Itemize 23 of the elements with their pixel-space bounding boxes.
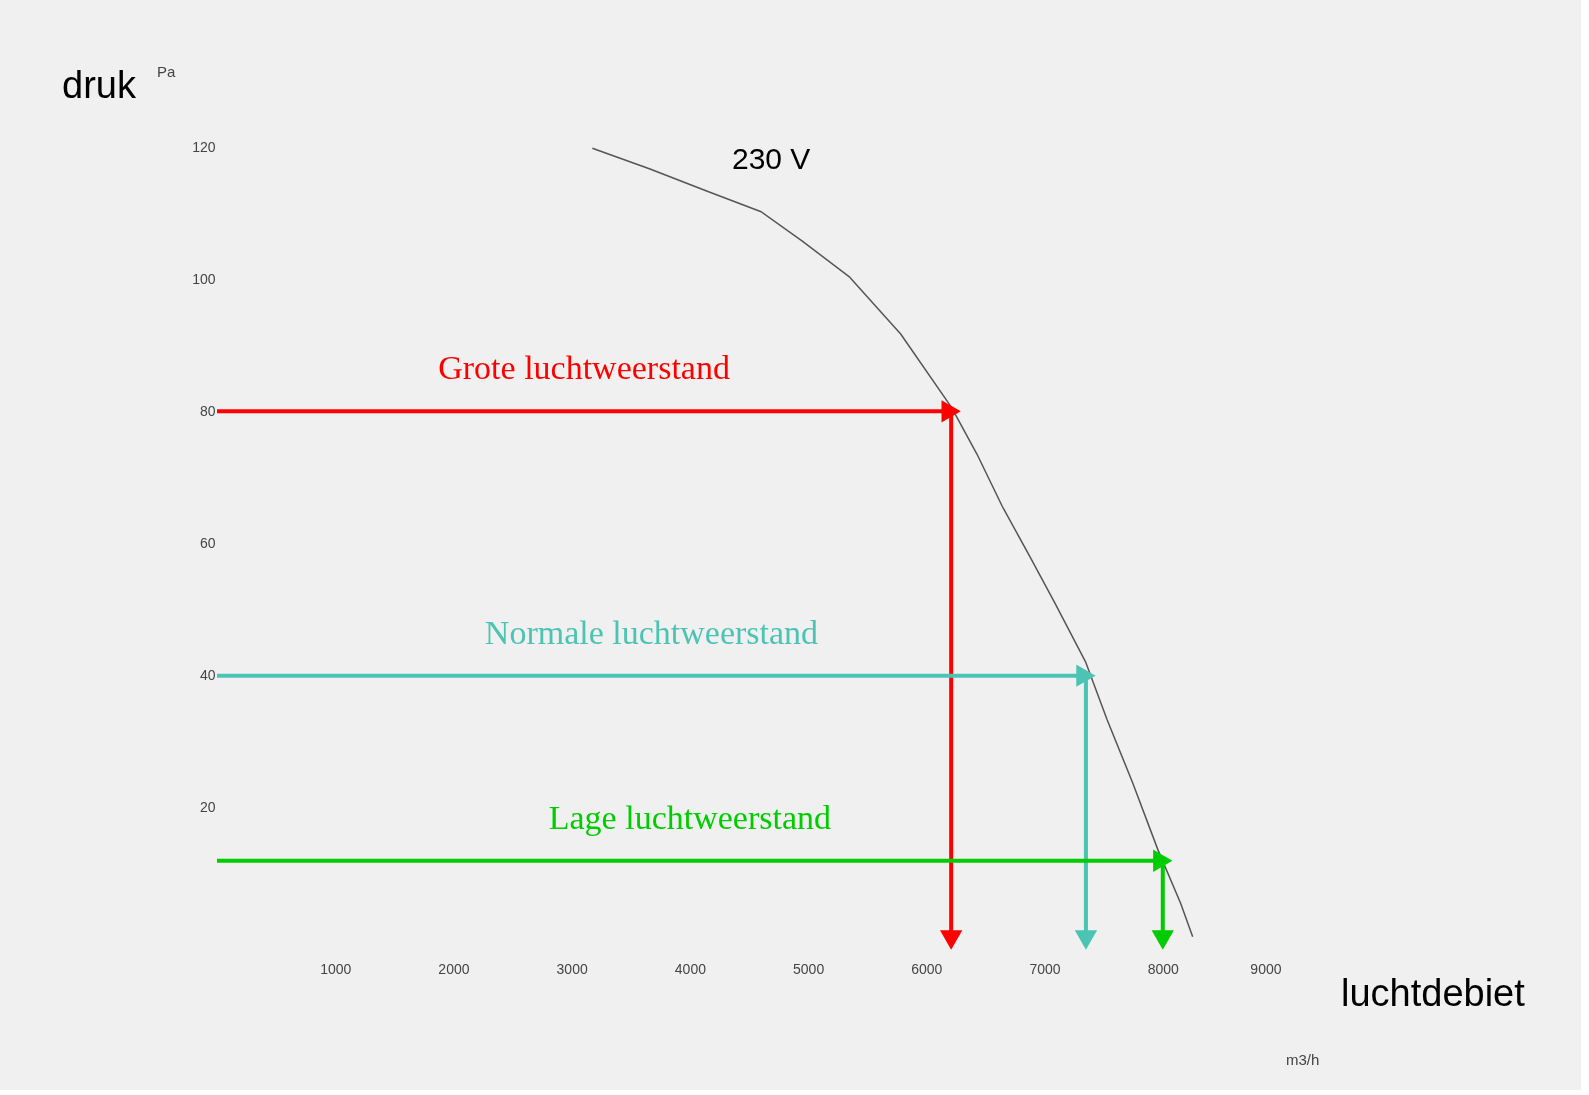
series-label: Grote luchtweerstand	[438, 349, 730, 387]
x-tick-label: 4000	[674, 960, 707, 977]
x-axis-title: m3/h	[1286, 1051, 1320, 1068]
x-tick-label: 9000	[1250, 960, 1282, 977]
x-tick-label: 8000	[1147, 960, 1180, 977]
x-tick-label: 5000	[793, 960, 825, 977]
x-tick-label: 3000	[556, 960, 588, 977]
x-tick-label: 1000	[320, 960, 352, 977]
series-label: Normale luchtweerstand	[484, 613, 819, 651]
x-tick-label: 7000	[1029, 960, 1061, 977]
text: luchtdebiet	[1341, 972, 1526, 1014]
y-axis-title: Pa	[157, 63, 176, 80]
y-tick-label: 20	[199, 799, 216, 816]
x-tick-label: 6000	[911, 960, 943, 977]
x-tick-label: 2000	[438, 960, 470, 977]
text: druk	[62, 64, 137, 106]
y-tick-label: 100	[192, 270, 216, 287]
series-label: Lage luchtweerstand	[548, 798, 832, 836]
y-tick-label: 40	[199, 667, 216, 684]
y-tick-label: 60	[199, 535, 216, 551]
series-label: 230 V	[731, 141, 811, 175]
y-tick-label: 120	[192, 138, 216, 155]
y-tick-label: 80	[199, 402, 216, 419]
